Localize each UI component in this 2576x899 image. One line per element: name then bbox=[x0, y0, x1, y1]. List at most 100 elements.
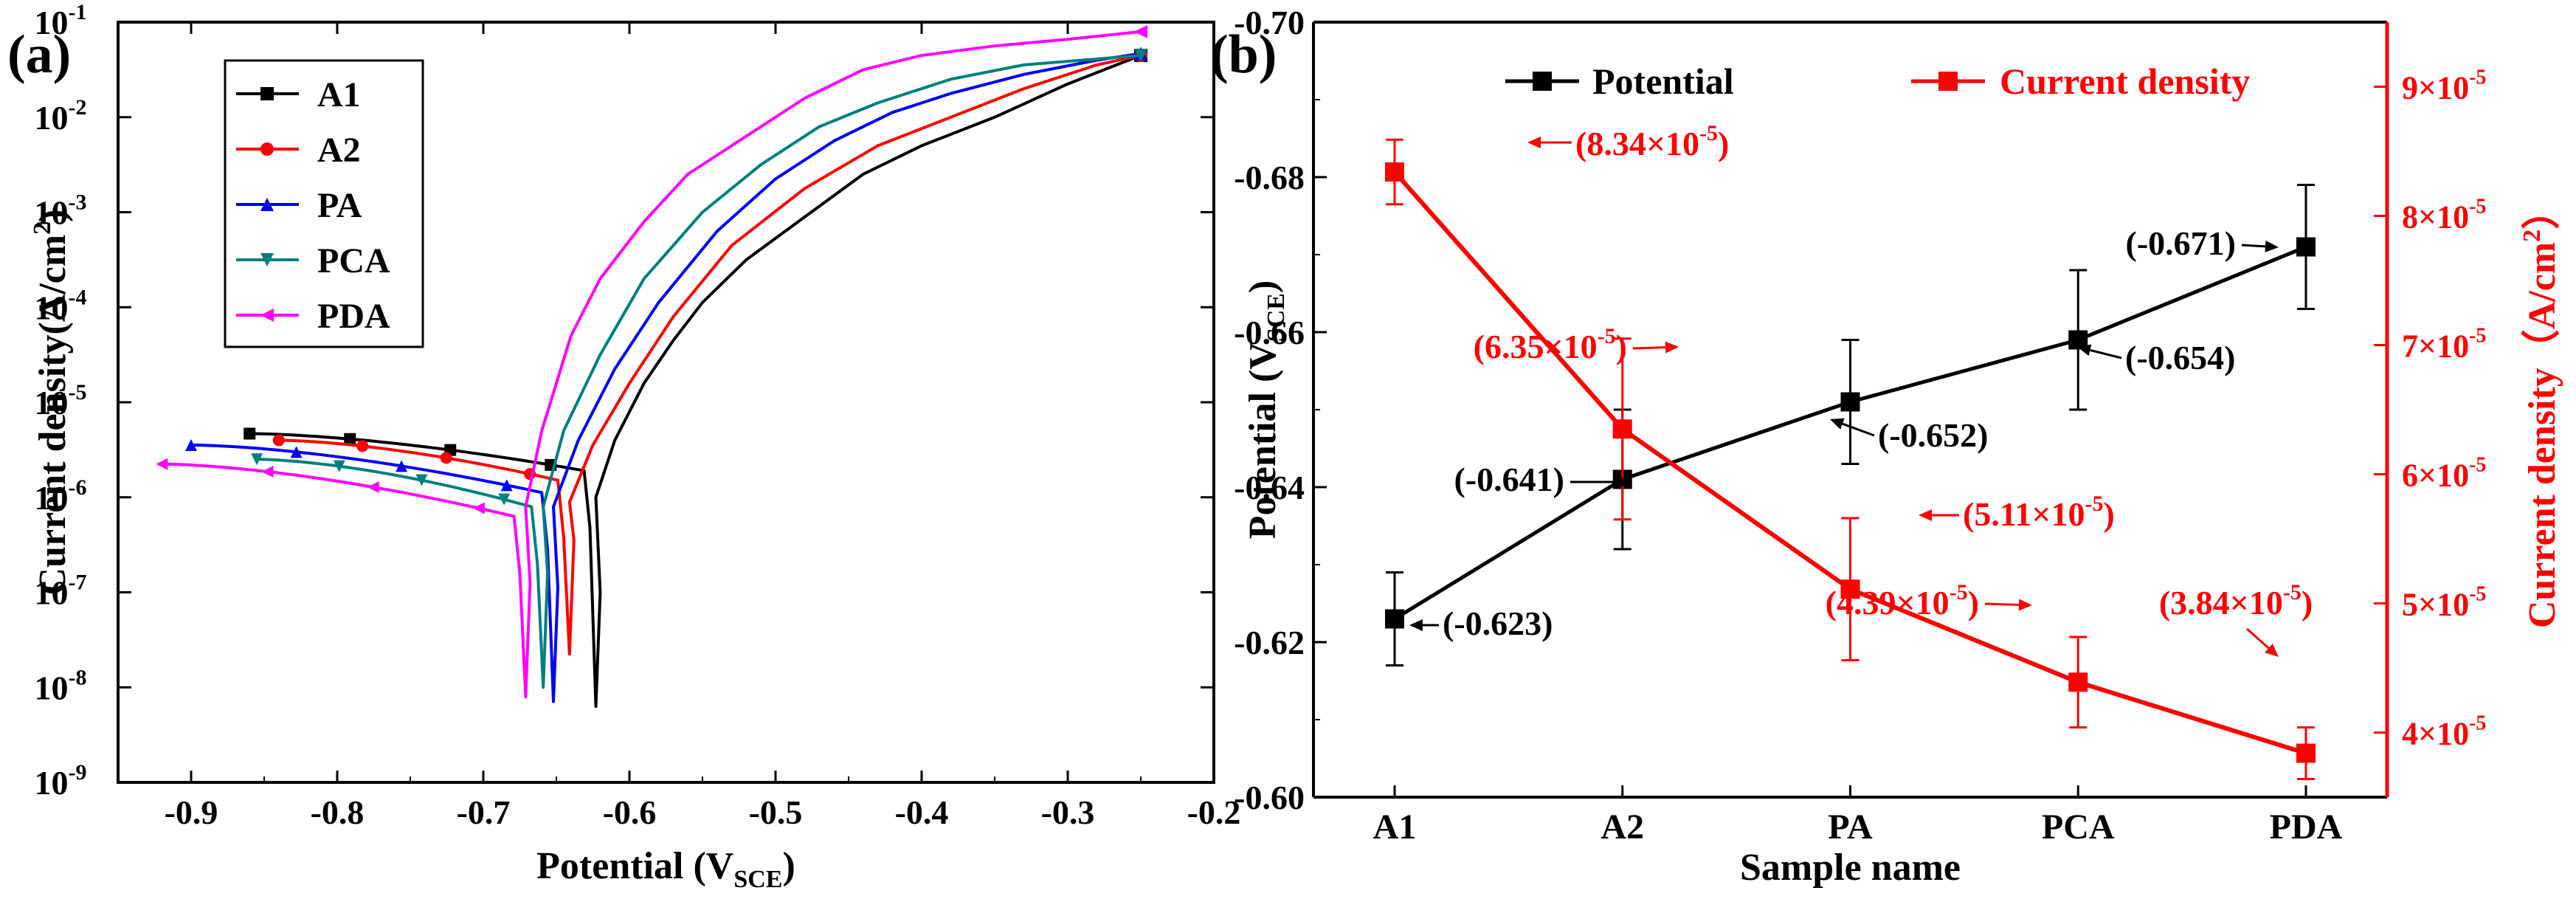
current-label-arrow-head bbox=[1919, 509, 1932, 521]
current-marker bbox=[1840, 579, 1860, 599]
potential-data-label: (-0.623) bbox=[1443, 604, 1553, 642]
y-axis-label-left-b: Potential (VSCE) bbox=[1242, 280, 1290, 540]
legend-label-a1: A1 bbox=[317, 75, 361, 114]
y-tick-label-a: 10-6 bbox=[35, 475, 87, 517]
current-data-label: (4.39×10-5) bbox=[1826, 580, 1979, 621]
current-data-label: (8.34×10-5) bbox=[1575, 121, 1729, 162]
x-tick-label-b: A1 bbox=[1373, 807, 1417, 847]
panel-a: (a) -0.9 -0.8 -0.7 -0.6 -0.5 -0.4 -0.3 -0.2 10-9 1… bbox=[7, 0, 1240, 893]
x-tick-label-b: A2 bbox=[1600, 807, 1644, 847]
y-tick-label-a: 10-4 bbox=[35, 285, 87, 326]
legend-label-current: Current density bbox=[2000, 61, 2250, 102]
potential-data-label: (-0.641) bbox=[1454, 461, 1564, 498]
legend-marker-pa bbox=[260, 198, 274, 211]
legend-label-pa: PA bbox=[317, 186, 362, 225]
marker-pda bbox=[156, 458, 168, 470]
left-tick-label-b: -0.64 bbox=[1234, 469, 1305, 506]
marker-pca bbox=[415, 474, 428, 486]
legend-marker-pca bbox=[260, 253, 274, 266]
legend-marker-pda bbox=[260, 309, 274, 322]
marker-pca bbox=[498, 493, 511, 506]
y-tick-label-a: 10-1 bbox=[35, 0, 87, 41]
y-tick-label-a: 10-7 bbox=[35, 571, 87, 612]
current-data-label: (3.84×10-5) bbox=[2159, 580, 2313, 621]
legend-marker-potential bbox=[1533, 72, 1552, 91]
potential-label-arrow-head bbox=[2077, 344, 2092, 356]
marker-pda bbox=[367, 480, 379, 493]
marker-pda bbox=[472, 502, 485, 514]
potential-label-arrow-head bbox=[1619, 476, 1632, 488]
legend-label-a2: A2 bbox=[317, 131, 361, 170]
legend-marker-a2 bbox=[260, 142, 274, 156]
marker-a2 bbox=[440, 452, 452, 464]
current-label-arrow-head bbox=[2018, 599, 2032, 611]
current-label-arrow-head bbox=[1665, 341, 1679, 354]
potential-data-label: (-0.654) bbox=[2125, 339, 2235, 376]
potential-label-arrow-head bbox=[1409, 619, 1423, 631]
x-axis-label-a: Potential (VSCE) bbox=[536, 845, 795, 893]
potential-marker bbox=[1385, 609, 1404, 629]
current-marker bbox=[1612, 419, 1632, 439]
current-label-arrow bbox=[2246, 627, 2270, 650]
potential-data-label: (-0.652) bbox=[1878, 416, 1988, 454]
left-tick-label-b: -0.70 bbox=[1234, 4, 1305, 41]
marker-pa bbox=[396, 460, 408, 472]
current-label-arrow-head bbox=[1527, 137, 1541, 148]
current-marker bbox=[2296, 743, 2316, 763]
potential-label-arrow bbox=[2090, 348, 2122, 359]
potential-label-arrow bbox=[2241, 244, 2266, 248]
legend-label-pda: PDA bbox=[317, 297, 390, 336]
current-marker bbox=[2068, 672, 2088, 692]
left-tick-label-b: -0.68 bbox=[1234, 159, 1305, 196]
marker-pa bbox=[500, 479, 513, 492]
marker-pa bbox=[290, 446, 303, 458]
curve-pda bbox=[162, 30, 1142, 699]
right-tick-label-b: 8×10-5 bbox=[2402, 196, 2486, 235]
current-data-label: (6.35×10-5) bbox=[1474, 324, 1627, 365]
potential-label-arrow-head bbox=[2265, 240, 2279, 252]
plot-a-area bbox=[156, 24, 1147, 708]
left-tick-label-b: -0.62 bbox=[1234, 624, 1305, 661]
x-tick-label-a: -0.8 bbox=[311, 793, 365, 831]
marker-a1 bbox=[244, 427, 256, 440]
marker-pca bbox=[251, 453, 263, 466]
y-tick-label-a: 10-8 bbox=[35, 665, 87, 706]
y-tick-label-a: 10-3 bbox=[35, 190, 87, 232]
x-tick-label-b: PA bbox=[1828, 807, 1873, 847]
y-tick-label-a: 10-9 bbox=[35, 760, 87, 802]
curve-pca bbox=[257, 54, 1142, 689]
right-tick-label-b: 4×10-5 bbox=[2402, 712, 2486, 752]
potential-marker bbox=[2296, 237, 2316, 257]
x-tick-label-a: -0.3 bbox=[1041, 793, 1095, 831]
y-axis-label-a: Current density(A/cm2) bbox=[29, 210, 74, 596]
potential-marker bbox=[1840, 392, 1860, 412]
x-tick-label-a: -0.9 bbox=[165, 793, 218, 831]
potential-label-arrow bbox=[1842, 422, 1875, 437]
panel-b-label: (b) bbox=[1210, 24, 1277, 85]
y-tick-label-a: 10-2 bbox=[35, 95, 87, 137]
x-tick-label-a: -0.6 bbox=[603, 793, 657, 831]
marker-pda bbox=[261, 466, 274, 478]
right-tick-label-b: 7×10-5 bbox=[2402, 325, 2486, 365]
x-tick-label-a: -0.7 bbox=[457, 793, 511, 831]
y-tick-label-a: 10-5 bbox=[35, 380, 87, 421]
right-tick-label-b: 9×10-5 bbox=[2402, 66, 2486, 106]
left-tick-label-b: -0.60 bbox=[1234, 779, 1305, 816]
current-marker bbox=[1385, 162, 1404, 182]
right-tick-label-b: 5×10-5 bbox=[2402, 583, 2486, 623]
marker-a2 bbox=[272, 434, 285, 447]
x-tick-label-a: -0.4 bbox=[895, 793, 949, 831]
legend-marker-a1 bbox=[260, 87, 274, 100]
panel-a-label: (a) bbox=[7, 24, 71, 85]
x-tick-label-b: PCA bbox=[2042, 807, 2115, 847]
marker-pca-end bbox=[1134, 49, 1147, 63]
marker-pa bbox=[185, 438, 197, 451]
curve-a2 bbox=[278, 54, 1142, 656]
marker-pda-end bbox=[1134, 24, 1147, 38]
marker-a1 bbox=[344, 433, 356, 445]
curve-pa bbox=[190, 52, 1142, 703]
x-tick-label-a: -0.2 bbox=[1187, 793, 1241, 831]
current-data-label: (5.11×10-5) bbox=[1963, 492, 2115, 533]
x-tick-label-a: -0.5 bbox=[749, 793, 803, 831]
y-axis-label-right-b: Current density（A/cm2） bbox=[2518, 191, 2563, 628]
